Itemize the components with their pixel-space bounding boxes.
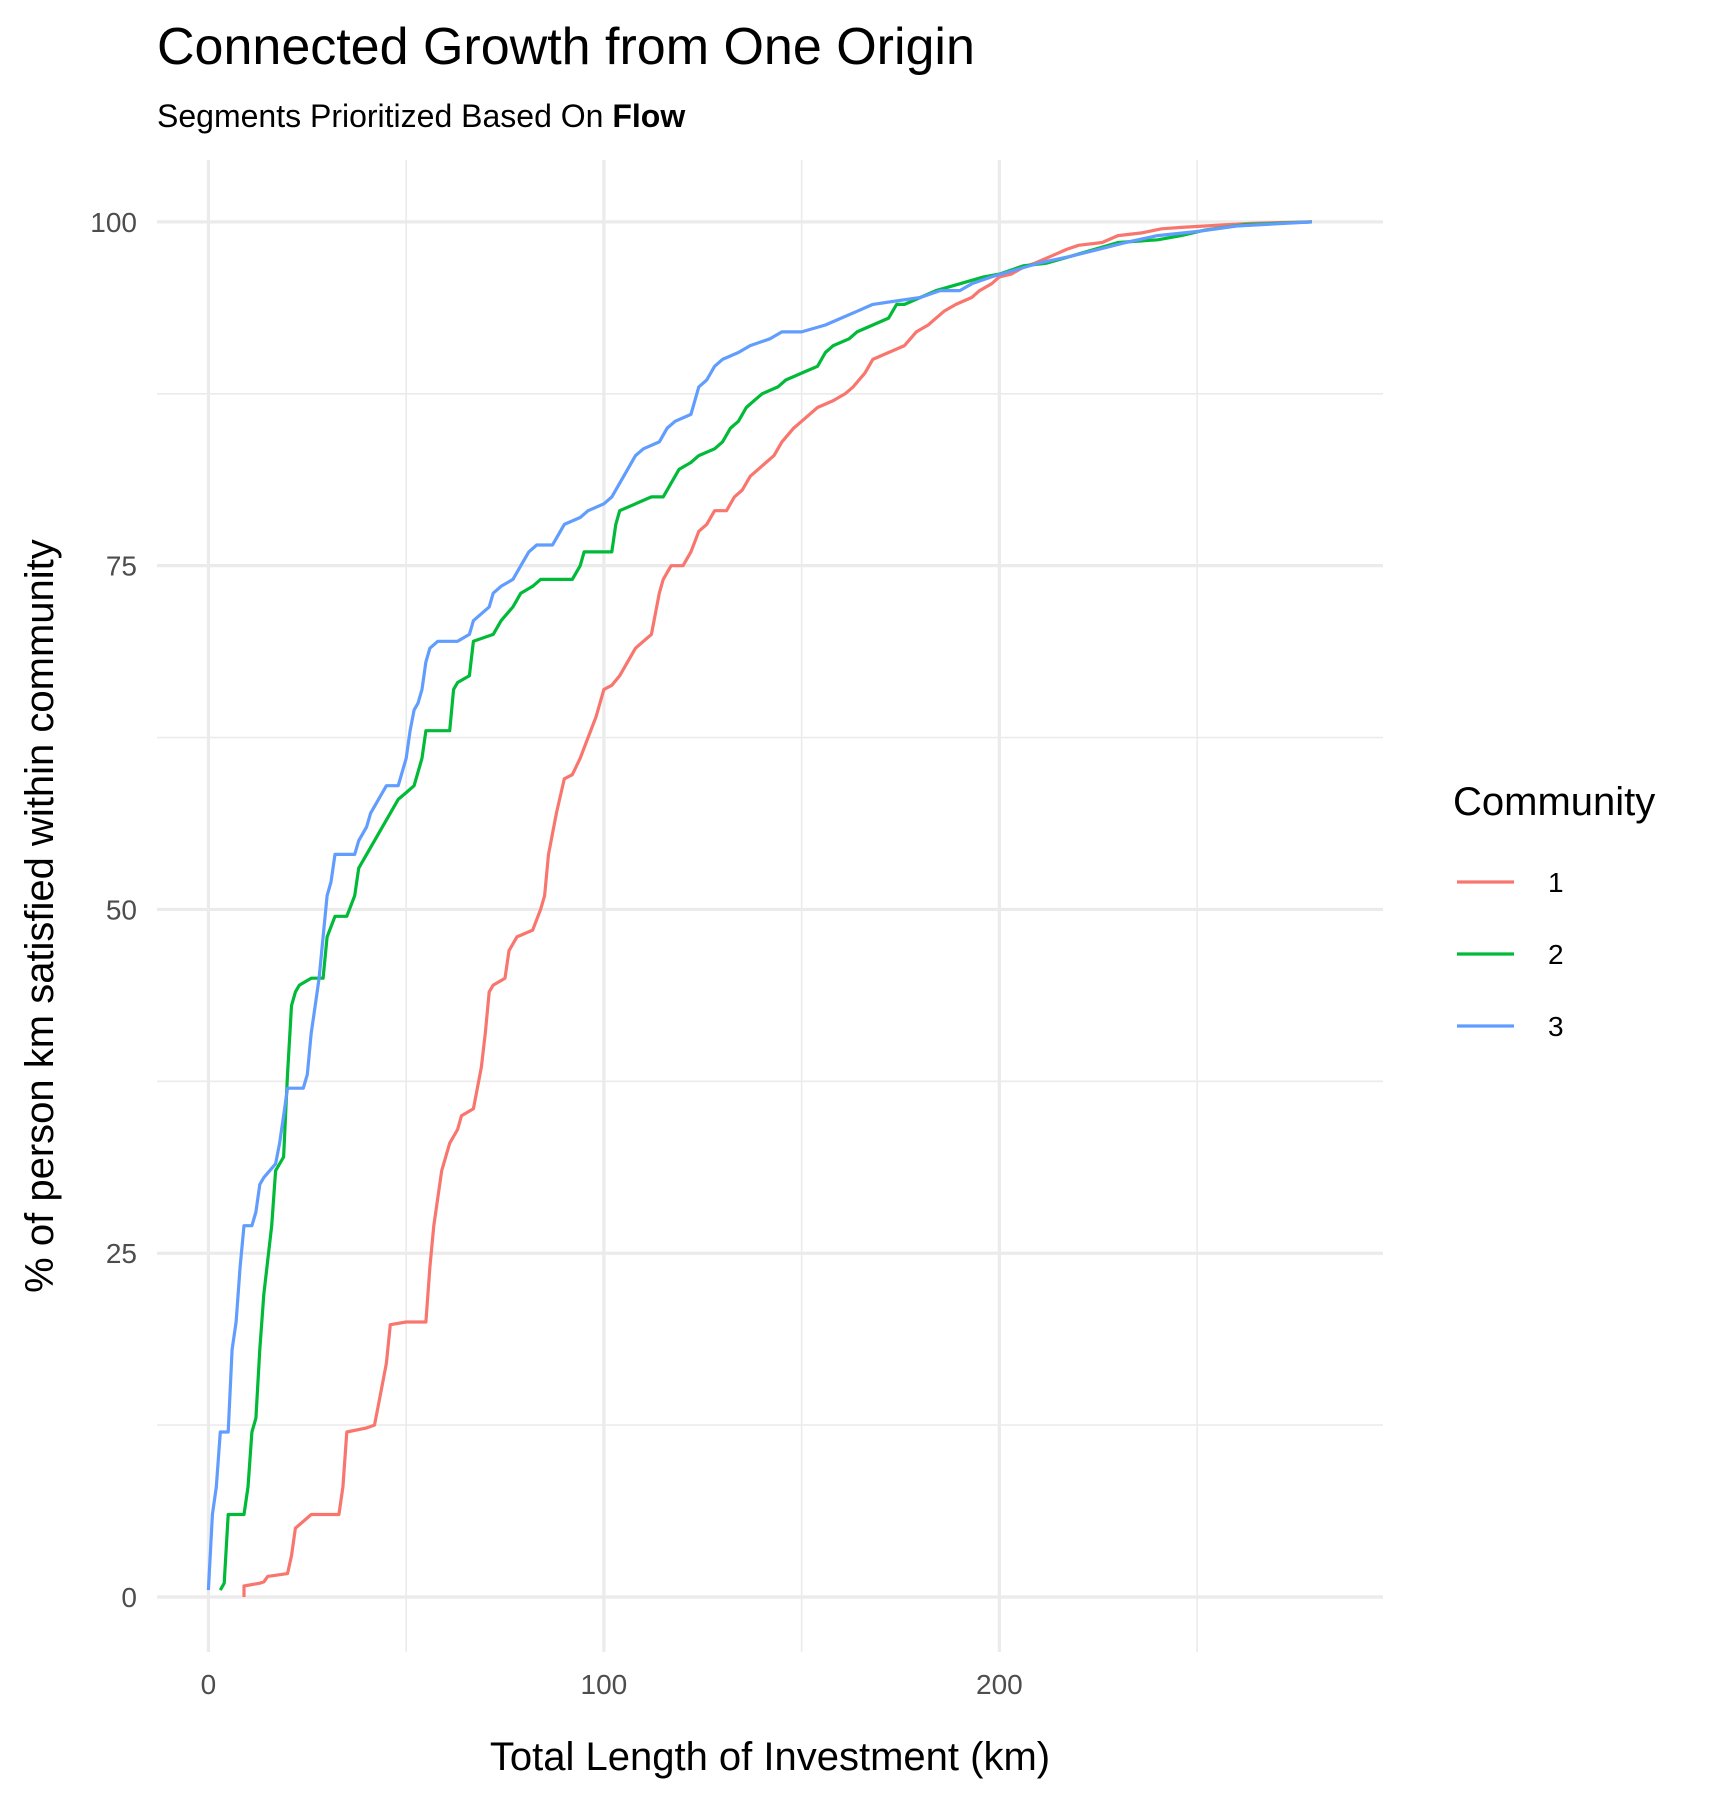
- series-line-1: [242, 220, 1312, 1597]
- legend-label-2: 2: [1548, 939, 1564, 970]
- series-line-3: [206, 220, 1312, 1591]
- legend-label-1: 1: [1548, 867, 1564, 898]
- x-axis-ticks: 0 100 200: [201, 1669, 1023, 1700]
- y-axis-ticks: 0 25 50 75 100: [90, 207, 137, 1613]
- x-tick-label: 0: [201, 1669, 217, 1700]
- chart-title: Connected Growth from One Origin: [157, 18, 975, 76]
- legend: Community 1 2 3: [1453, 780, 1655, 1042]
- legend-title: Community: [1453, 780, 1655, 824]
- y-tick-label: 0: [121, 1582, 137, 1613]
- chart-subtitle-prefix: Segments Prioritized Based On: [157, 98, 612, 134]
- y-axis-title: % of person km satisfied within communit…: [18, 539, 62, 1293]
- legend-label-3: 3: [1548, 1011, 1564, 1042]
- chart-subtitle-bold: Flow: [612, 98, 685, 134]
- grid: [157, 160, 1383, 1652]
- series-lines: [206, 220, 1312, 1597]
- y-tick-label: 25: [106, 1238, 137, 1269]
- x-tick-label: 200: [976, 1669, 1023, 1700]
- series-line-2: [218, 220, 1312, 1591]
- x-axis-title: Total Length of Investment (km): [490, 1735, 1050, 1779]
- x-tick-label: 100: [581, 1669, 628, 1700]
- legend-items: 1 2 3: [1457, 867, 1564, 1042]
- chart-subtitle: Segments Prioritized Based On Flow: [157, 98, 685, 134]
- y-tick-label: 50: [106, 894, 137, 925]
- y-tick-label: 75: [106, 551, 137, 582]
- y-tick-label: 100: [90, 207, 137, 238]
